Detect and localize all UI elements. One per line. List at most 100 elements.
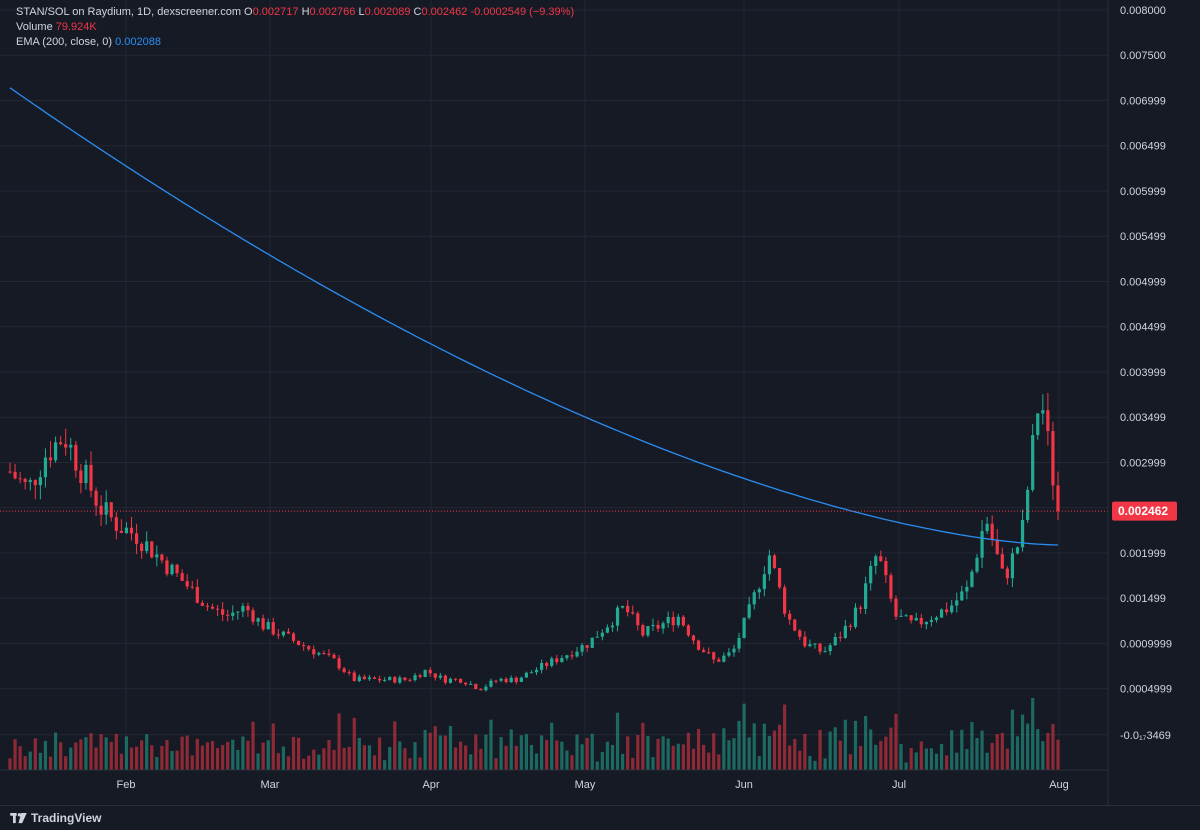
volume-bar xyxy=(438,735,442,770)
candle-body xyxy=(504,678,508,683)
volume-bar xyxy=(1046,732,1050,770)
tradingview-logo[interactable]: TradingView xyxy=(10,811,101,825)
volume-bar xyxy=(934,753,939,770)
candle-body xyxy=(686,625,691,636)
candle-body xyxy=(307,646,311,650)
volume-bar xyxy=(241,736,245,770)
volume-bar xyxy=(236,749,240,770)
volume-bar xyxy=(762,723,766,770)
volume-bar xyxy=(38,752,42,770)
candle-body xyxy=(312,649,316,655)
volume-bar xyxy=(383,760,387,770)
candle-body xyxy=(489,680,493,687)
candle-body xyxy=(317,652,321,655)
volume-bar xyxy=(955,752,959,770)
volume-bar xyxy=(84,737,88,770)
volume-bar xyxy=(180,736,184,770)
ema-line xyxy=(9,87,1059,546)
candle-body xyxy=(469,683,473,685)
volume-bar xyxy=(808,755,812,770)
candle-body xyxy=(691,635,696,641)
candle-body xyxy=(53,442,58,461)
price-axis[interactable]: 0.008000 0.007500 0.006999 0.006499 0.005999… xyxy=(1120,5,1172,742)
volume-bar xyxy=(261,742,265,770)
candle-body xyxy=(8,471,12,473)
volume-bar xyxy=(899,744,903,770)
volume-bar xyxy=(1041,741,1045,770)
volume-bar xyxy=(175,750,179,770)
candle-body xyxy=(550,658,554,666)
volume-bar xyxy=(560,741,564,770)
volume-row: Volume 79.924K xyxy=(16,20,574,35)
price-tick-label: 0.0009999 xyxy=(1120,638,1172,650)
candle-body xyxy=(975,557,979,572)
time-axis[interactable]: Feb Mar Apr May Jun Jul Aug xyxy=(117,779,1069,791)
candle-body xyxy=(874,556,878,566)
volume-bar xyxy=(590,733,594,770)
candle-body xyxy=(38,477,42,486)
volume-bar xyxy=(59,742,63,770)
volume-bar xyxy=(676,743,680,770)
volume-bar xyxy=(23,756,27,770)
volume-bar xyxy=(504,745,508,770)
candle-body xyxy=(545,663,549,666)
volume-bar xyxy=(114,733,118,770)
candle-body xyxy=(661,623,665,629)
volume-bar xyxy=(317,754,321,770)
candle-body xyxy=(170,564,174,575)
candle-body xyxy=(722,655,726,662)
candle-body xyxy=(580,645,584,652)
candle-body xyxy=(651,624,655,627)
candle-body xyxy=(712,652,716,660)
volume-bar xyxy=(555,740,559,770)
volume-bar xyxy=(848,754,853,770)
open-value: 0.002717 xyxy=(252,6,299,18)
volume-bar xyxy=(246,740,250,770)
volume-bar xyxy=(712,733,716,770)
volume-bar xyxy=(489,719,493,770)
candle-body xyxy=(160,554,164,561)
price-tick-label: 0.002999 xyxy=(1120,457,1166,469)
symbol-title: STAN/SOL on Raydium, 1D, dexscreener.com xyxy=(16,6,241,18)
candle-body xyxy=(1000,554,1004,569)
candle-body xyxy=(99,505,103,515)
candle-body xyxy=(1020,520,1025,548)
candle-body xyxy=(185,580,189,587)
volume-bar xyxy=(884,736,888,770)
candle-body xyxy=(74,444,78,471)
candle-body xyxy=(205,605,210,607)
candle-body xyxy=(190,586,194,588)
candle-body xyxy=(256,618,260,622)
volume-bar xyxy=(631,757,635,770)
volume-bar xyxy=(1051,724,1055,770)
candle-body xyxy=(666,616,670,624)
volume-bar xyxy=(945,755,949,770)
candle-body xyxy=(1056,485,1060,512)
volume-bar xyxy=(499,737,503,770)
candle-body xyxy=(271,622,275,635)
volume-bar xyxy=(636,734,640,770)
volume-bar xyxy=(803,733,807,770)
candle-body xyxy=(864,583,868,609)
volume-bar xyxy=(312,749,316,770)
candle-body xyxy=(215,608,220,610)
candle-body xyxy=(1041,410,1045,414)
candle-body xyxy=(236,611,240,613)
volume-bar xyxy=(580,744,584,770)
volume-bar xyxy=(342,747,346,770)
price-tick-label: 0.0004999 xyxy=(1120,684,1172,696)
volume-bar xyxy=(722,728,726,770)
volume-bar xyxy=(965,749,969,770)
volume-bar xyxy=(696,728,701,770)
last-price-label: 0.002462 xyxy=(1118,504,1168,518)
candle-body xyxy=(656,624,660,629)
volume-bar xyxy=(474,734,478,770)
candle-body xyxy=(13,471,17,479)
candle-body xyxy=(560,658,564,663)
volume-bar xyxy=(737,720,741,770)
candle-body xyxy=(960,591,964,601)
volume-bar xyxy=(221,745,225,770)
volume-bar xyxy=(231,739,235,770)
candle-body xyxy=(428,669,432,674)
